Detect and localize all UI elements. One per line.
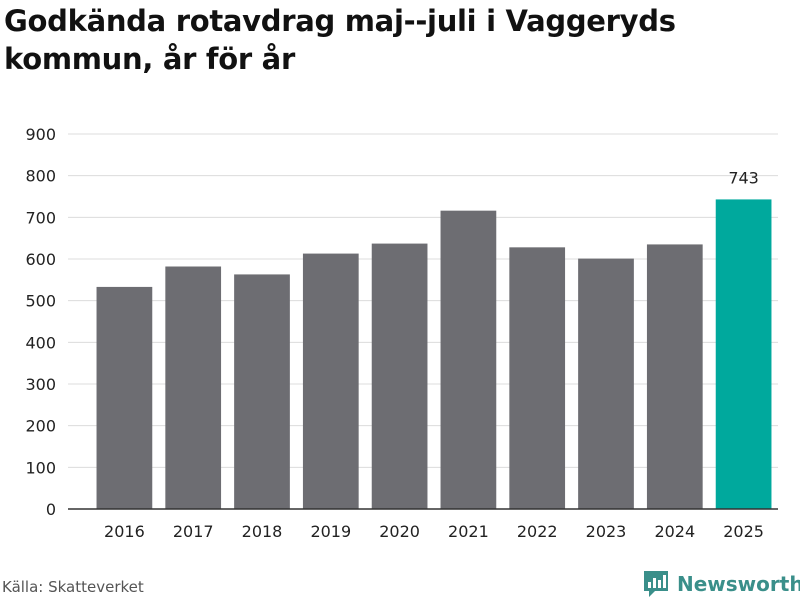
bar-2017 <box>165 266 222 509</box>
y-tick-label: 800 <box>25 167 56 186</box>
y-tick-label: 400 <box>25 333 56 352</box>
bars <box>96 199 772 510</box>
bar-2024 <box>646 244 703 509</box>
x-tick-label: 2018 <box>242 522 283 541</box>
bar-2023 <box>578 258 634 509</box>
x-tick-label: 2023 <box>586 522 627 541</box>
newsworthy-logo-icon <box>644 571 668 597</box>
y-tick-label: 600 <box>25 250 56 269</box>
x-tick-label: 2017 <box>173 522 214 541</box>
bar-2018 <box>234 274 290 509</box>
x-tick-label: 2024 <box>654 522 695 541</box>
bar-2021 <box>440 210 497 509</box>
source-note: Källa: Skatteverket <box>2 578 144 596</box>
chart-title: Godkända rotavdrag maj--juli i Vaggeryds… <box>4 4 676 76</box>
data-label-2025: 743 <box>728 168 759 187</box>
x-tick-label: 2022 <box>517 522 558 541</box>
y-tick-label: 900 <box>25 125 56 144</box>
brand-name: Newsworthy <box>677 572 800 596</box>
bar-2019 <box>302 253 359 509</box>
x-axis-ticks: 2016 2017 2018 2019 2020 2021 2022 2023 2024 2025 <box>104 522 764 541</box>
x-tick-label: 2021 <box>448 522 489 541</box>
x-tick-label: 2025 <box>723 522 764 541</box>
x-tick-label: 2016 <box>104 522 145 541</box>
y-tick-label: 500 <box>25 292 56 311</box>
bar-2022 <box>509 247 566 510</box>
y-tick-label: 300 <box>25 375 56 394</box>
bar-2025 <box>715 199 772 509</box>
x-tick-label: 2019 <box>310 522 351 541</box>
y-tick-label: 700 <box>25 208 56 227</box>
bar-2016 <box>96 286 153 509</box>
data-labels: 743 <box>728 168 759 187</box>
y-tick-label: 0 <box>46 500 56 519</box>
y-axis-ticks: 0 100 200 300 400 500 600 700 800 900 <box>25 125 56 519</box>
x-tick-label: 2020 <box>379 522 420 541</box>
bar-2020 <box>371 243 428 510</box>
brand-logo: Newsworthy <box>643 569 800 599</box>
y-tick-label: 100 <box>25 458 56 477</box>
y-tick-label: 200 <box>25 417 56 436</box>
